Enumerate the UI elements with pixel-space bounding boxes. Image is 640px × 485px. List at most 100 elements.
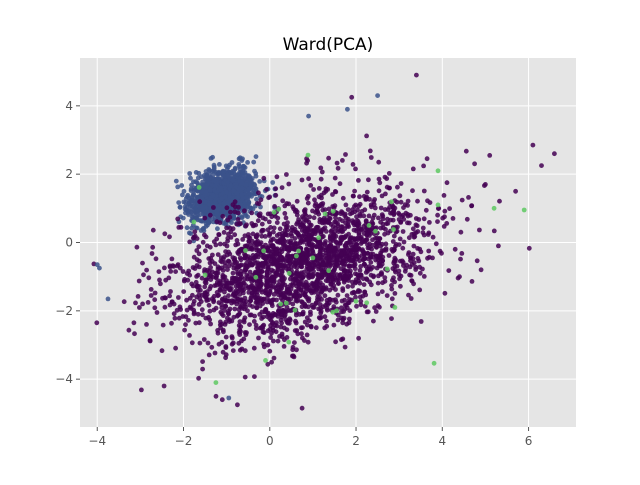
- data-point: [300, 260, 305, 266]
- data-point: [269, 214, 275, 220]
- data-point: [335, 244, 341, 250]
- data-point: [283, 300, 289, 306]
- data-point: [257, 325, 263, 331]
- data-point: [221, 254, 227, 260]
- data-point: [201, 225, 207, 231]
- data-point: [234, 221, 240, 227]
- data-point: [206, 219, 212, 225]
- data-point: [240, 237, 246, 242]
- data-point: [341, 235, 347, 241]
- data-point: [384, 176, 390, 182]
- data-point: [150, 244, 156, 250]
- data-point: [339, 315, 344, 321]
- data-point: [214, 280, 220, 285]
- data-point: [200, 366, 206, 372]
- data-point: [273, 273, 279, 279]
- data-point: [363, 292, 369, 298]
- data-point: [140, 301, 146, 307]
- data-point: [352, 209, 358, 215]
- data-point: [219, 321, 225, 327]
- data-point: [265, 284, 270, 289]
- data-point: [316, 211, 322, 217]
- data-point: [271, 338, 276, 344]
- data-point: [274, 323, 280, 329]
- data-point: [187, 333, 192, 338]
- data-point: [254, 281, 260, 286]
- data-point: [202, 215, 208, 221]
- data-point: [234, 190, 240, 196]
- data-point: [264, 248, 270, 254]
- data-point: [231, 298, 236, 304]
- data-point: [126, 327, 132, 333]
- data-point: [207, 244, 213, 250]
- data-point: [232, 306, 238, 312]
- data-point: [268, 323, 273, 328]
- data-point: [268, 225, 273, 230]
- data-point: [324, 306, 330, 311]
- data-point: [235, 217, 241, 222]
- data-point: [250, 223, 256, 229]
- data-point: [319, 169, 325, 175]
- data-point: [398, 199, 404, 205]
- data-point: [272, 213, 278, 219]
- data-point: [262, 234, 268, 239]
- data-point: [252, 313, 257, 319]
- data-point: [306, 113, 311, 119]
- data-point: [362, 256, 368, 261]
- data-point: [417, 270, 423, 276]
- data-point: [259, 221, 265, 227]
- data-point: [478, 267, 484, 273]
- data-point: [225, 180, 230, 186]
- data-point: [208, 255, 214, 261]
- data-point: [260, 329, 266, 335]
- data-point: [180, 269, 186, 274]
- data-point: [207, 209, 213, 214]
- data-point: [441, 224, 447, 229]
- data-point: [210, 192, 216, 198]
- data-point: [242, 348, 248, 354]
- data-point: [398, 220, 404, 225]
- data-point: [338, 272, 343, 277]
- data-point: [389, 199, 394, 205]
- data-point: [318, 315, 324, 320]
- data-point: [168, 269, 174, 274]
- data-point: [415, 256, 421, 261]
- data-point: [247, 269, 253, 275]
- data-point: [426, 230, 432, 236]
- data-point: [230, 255, 236, 260]
- data-point: [288, 240, 293, 246]
- data-point: [289, 283, 295, 288]
- data-point: [397, 236, 403, 242]
- data-point: [251, 159, 257, 165]
- data-point: [442, 208, 448, 214]
- data-point: [410, 166, 416, 172]
- data-point: [186, 317, 191, 323]
- data-point: [286, 270, 292, 276]
- data-point: [136, 278, 142, 284]
- data-point: [321, 215, 327, 221]
- data-point: [368, 260, 374, 265]
- data-point: [314, 279, 319, 285]
- data-point: [410, 251, 416, 257]
- data-point: [203, 189, 209, 195]
- data-point: [463, 148, 469, 154]
- data-point: [257, 179, 263, 184]
- data-point: [353, 294, 358, 300]
- data-point: [266, 219, 272, 225]
- data-point: [285, 252, 291, 258]
- data-point: [356, 203, 362, 209]
- data-point: [150, 227, 156, 233]
- data-point: [169, 320, 174, 326]
- data-point: [381, 248, 387, 253]
- data-point: [205, 340, 211, 346]
- data-point: [328, 257, 333, 263]
- data-point: [264, 314, 270, 319]
- data-point: [334, 252, 340, 258]
- data-point: [366, 223, 372, 228]
- data-point: [194, 274, 200, 279]
- data-point: [355, 289, 361, 295]
- data-point: [413, 267, 419, 272]
- data-point: [308, 222, 314, 228]
- data-point: [288, 276, 293, 282]
